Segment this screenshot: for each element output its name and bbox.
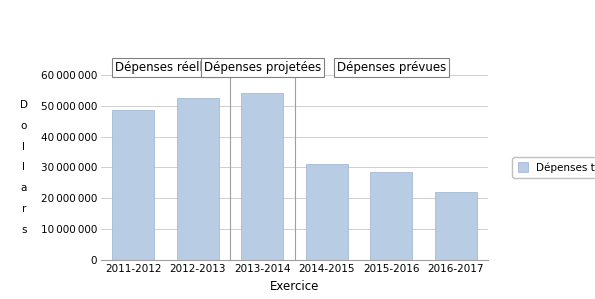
Legend: Dépenses totales: Dépenses totales <box>512 157 595 178</box>
Bar <box>435 192 477 260</box>
Text: Dépenses projetées: Dépenses projetées <box>203 61 321 74</box>
Bar <box>177 98 219 260</box>
Text: o: o <box>21 120 27 131</box>
Text: l: l <box>22 162 26 173</box>
Text: D: D <box>20 100 28 110</box>
Text: l: l <box>22 141 26 152</box>
Text: Exercice: Exercice <box>270 280 319 293</box>
Text: Dépenses réelles: Dépenses réelles <box>115 61 216 74</box>
Bar <box>306 164 347 260</box>
Bar <box>242 93 283 260</box>
Text: r: r <box>21 204 26 214</box>
Bar <box>112 110 154 260</box>
Text: a: a <box>21 183 27 193</box>
Text: s: s <box>21 225 27 235</box>
Bar <box>370 172 412 260</box>
Text: Dépenses prévues: Dépenses prévues <box>337 61 446 74</box>
